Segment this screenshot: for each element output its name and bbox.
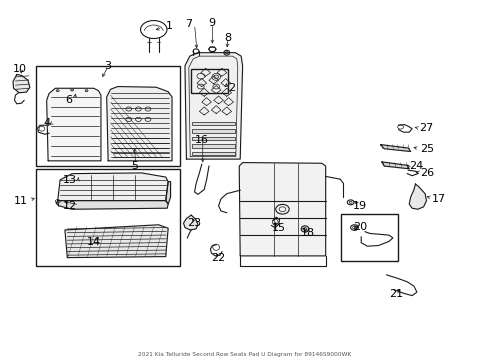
Polygon shape [58,201,168,209]
Text: 12: 12 [63,201,77,211]
Text: 15: 15 [271,223,286,233]
Polygon shape [13,75,30,93]
Text: 2021 Kia Telluride Second Row Seats Pad U Diagram for 89146S9000WK: 2021 Kia Telluride Second Row Seats Pad … [138,352,352,357]
Text: 17: 17 [432,194,446,204]
Text: 6: 6 [65,95,72,105]
Polygon shape [409,184,426,209]
Text: 24: 24 [409,161,423,171]
Text: 13: 13 [63,175,77,185]
Ellipse shape [71,89,73,91]
Bar [192,129,235,133]
Bar [192,152,235,155]
Text: 26: 26 [420,168,435,178]
Ellipse shape [56,90,59,92]
Text: 7: 7 [185,19,192,29]
Text: 4: 4 [44,118,50,128]
Polygon shape [47,88,101,161]
Polygon shape [65,225,168,258]
Text: 11: 11 [14,195,28,206]
Bar [192,144,235,148]
Text: 27: 27 [419,123,433,133]
Text: 3: 3 [105,61,112,71]
Polygon shape [184,215,198,230]
Polygon shape [239,163,326,256]
Text: 2: 2 [228,83,235,93]
Text: 8: 8 [224,33,232,43]
Bar [36,170,180,266]
Text: 25: 25 [420,144,435,154]
Polygon shape [107,86,172,161]
Text: 18: 18 [300,229,315,238]
Text: 1: 1 [166,21,173,31]
Text: 19: 19 [353,201,368,211]
Text: 20: 20 [353,221,368,231]
Bar [36,66,180,166]
Text: 14: 14 [87,237,101,247]
Bar [191,69,228,94]
Bar [192,137,235,140]
Bar [192,122,235,125]
Text: 22: 22 [212,253,226,262]
Polygon shape [380,145,411,152]
Text: 10: 10 [13,64,27,74]
Ellipse shape [85,90,88,92]
Polygon shape [382,162,409,169]
Text: 21: 21 [389,289,403,299]
Text: 16: 16 [195,135,209,145]
Polygon shape [58,173,168,201]
Text: 23: 23 [188,218,202,228]
Text: 9: 9 [208,18,215,28]
Polygon shape [185,53,243,159]
Polygon shape [166,181,171,204]
Text: 5: 5 [131,161,138,171]
Bar [341,215,398,261]
